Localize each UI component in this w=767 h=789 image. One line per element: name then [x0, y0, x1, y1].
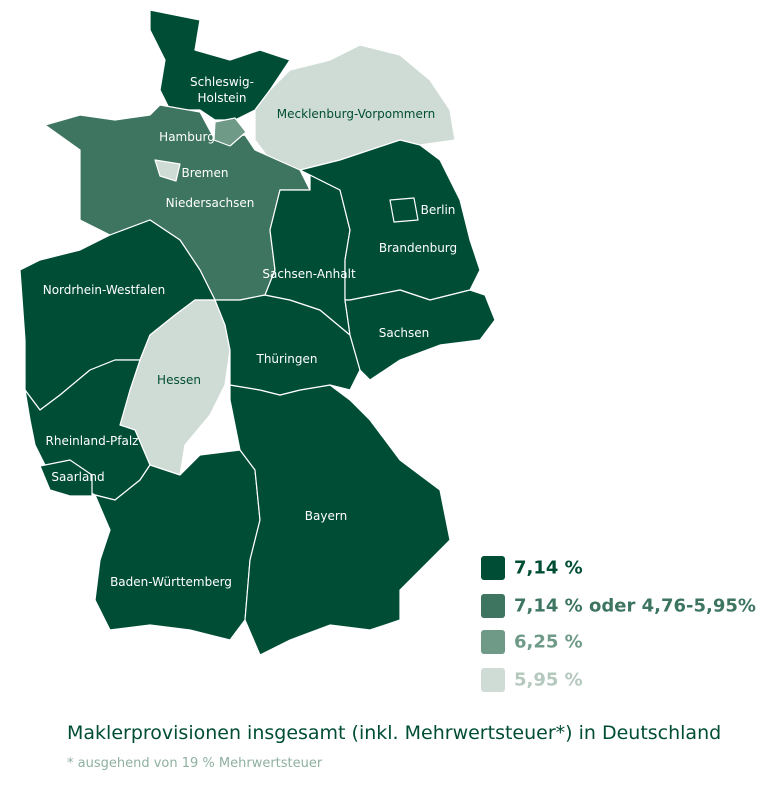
map: [19, 9, 496, 656]
title: Maklerprovisionen insgesamt (inkl. Mehrw…: [67, 722, 722, 744]
legend-swatch: [481, 668, 505, 692]
legend-label: 7,14 % oder 4,76-5,95%: [514, 595, 756, 617]
footnote: * ausgehend von 19 % Mehrwertsteuer: [67, 756, 323, 771]
state: [389, 197, 419, 223]
state: [39, 459, 93, 497]
legend-label: 7,14 %: [514, 557, 583, 579]
state-label: Thüringen: [256, 352, 318, 366]
state-label: Bremen: [181, 166, 229, 180]
state: [149, 9, 291, 121]
state: [344, 289, 496, 381]
state-label: Hamburg: [159, 130, 215, 144]
state: [154, 159, 181, 182]
state-label: Nordrhein-Westfalen: [42, 283, 166, 297]
legend-swatch: [481, 630, 505, 654]
state-label: Bayern: [304, 509, 348, 523]
legend-swatch: [481, 556, 505, 580]
state-label: Rheinland-Pfalz: [45, 434, 139, 448]
state-label: Mecklenburg-Vorpommern: [276, 107, 436, 121]
state-label: Niedersachsen: [165, 196, 255, 210]
state: [213, 117, 247, 147]
legend-label: 5,95 %: [514, 669, 583, 691]
state-label: Berlin: [420, 203, 456, 217]
legend-label: 6,25 %: [514, 631, 583, 653]
state-label: Sachsen: [378, 326, 430, 340]
state-label: Saarland: [51, 470, 105, 484]
legend-swatch: [481, 594, 505, 618]
state-label: Hessen: [157, 373, 201, 387]
state-label: Baden-Württemberg: [110, 575, 232, 589]
state-label: Brandenburg: [378, 241, 458, 255]
state-label: Schleswig-Holstein: [190, 75, 254, 105]
state-label: Sachsen-Anhalt: [262, 267, 356, 281]
